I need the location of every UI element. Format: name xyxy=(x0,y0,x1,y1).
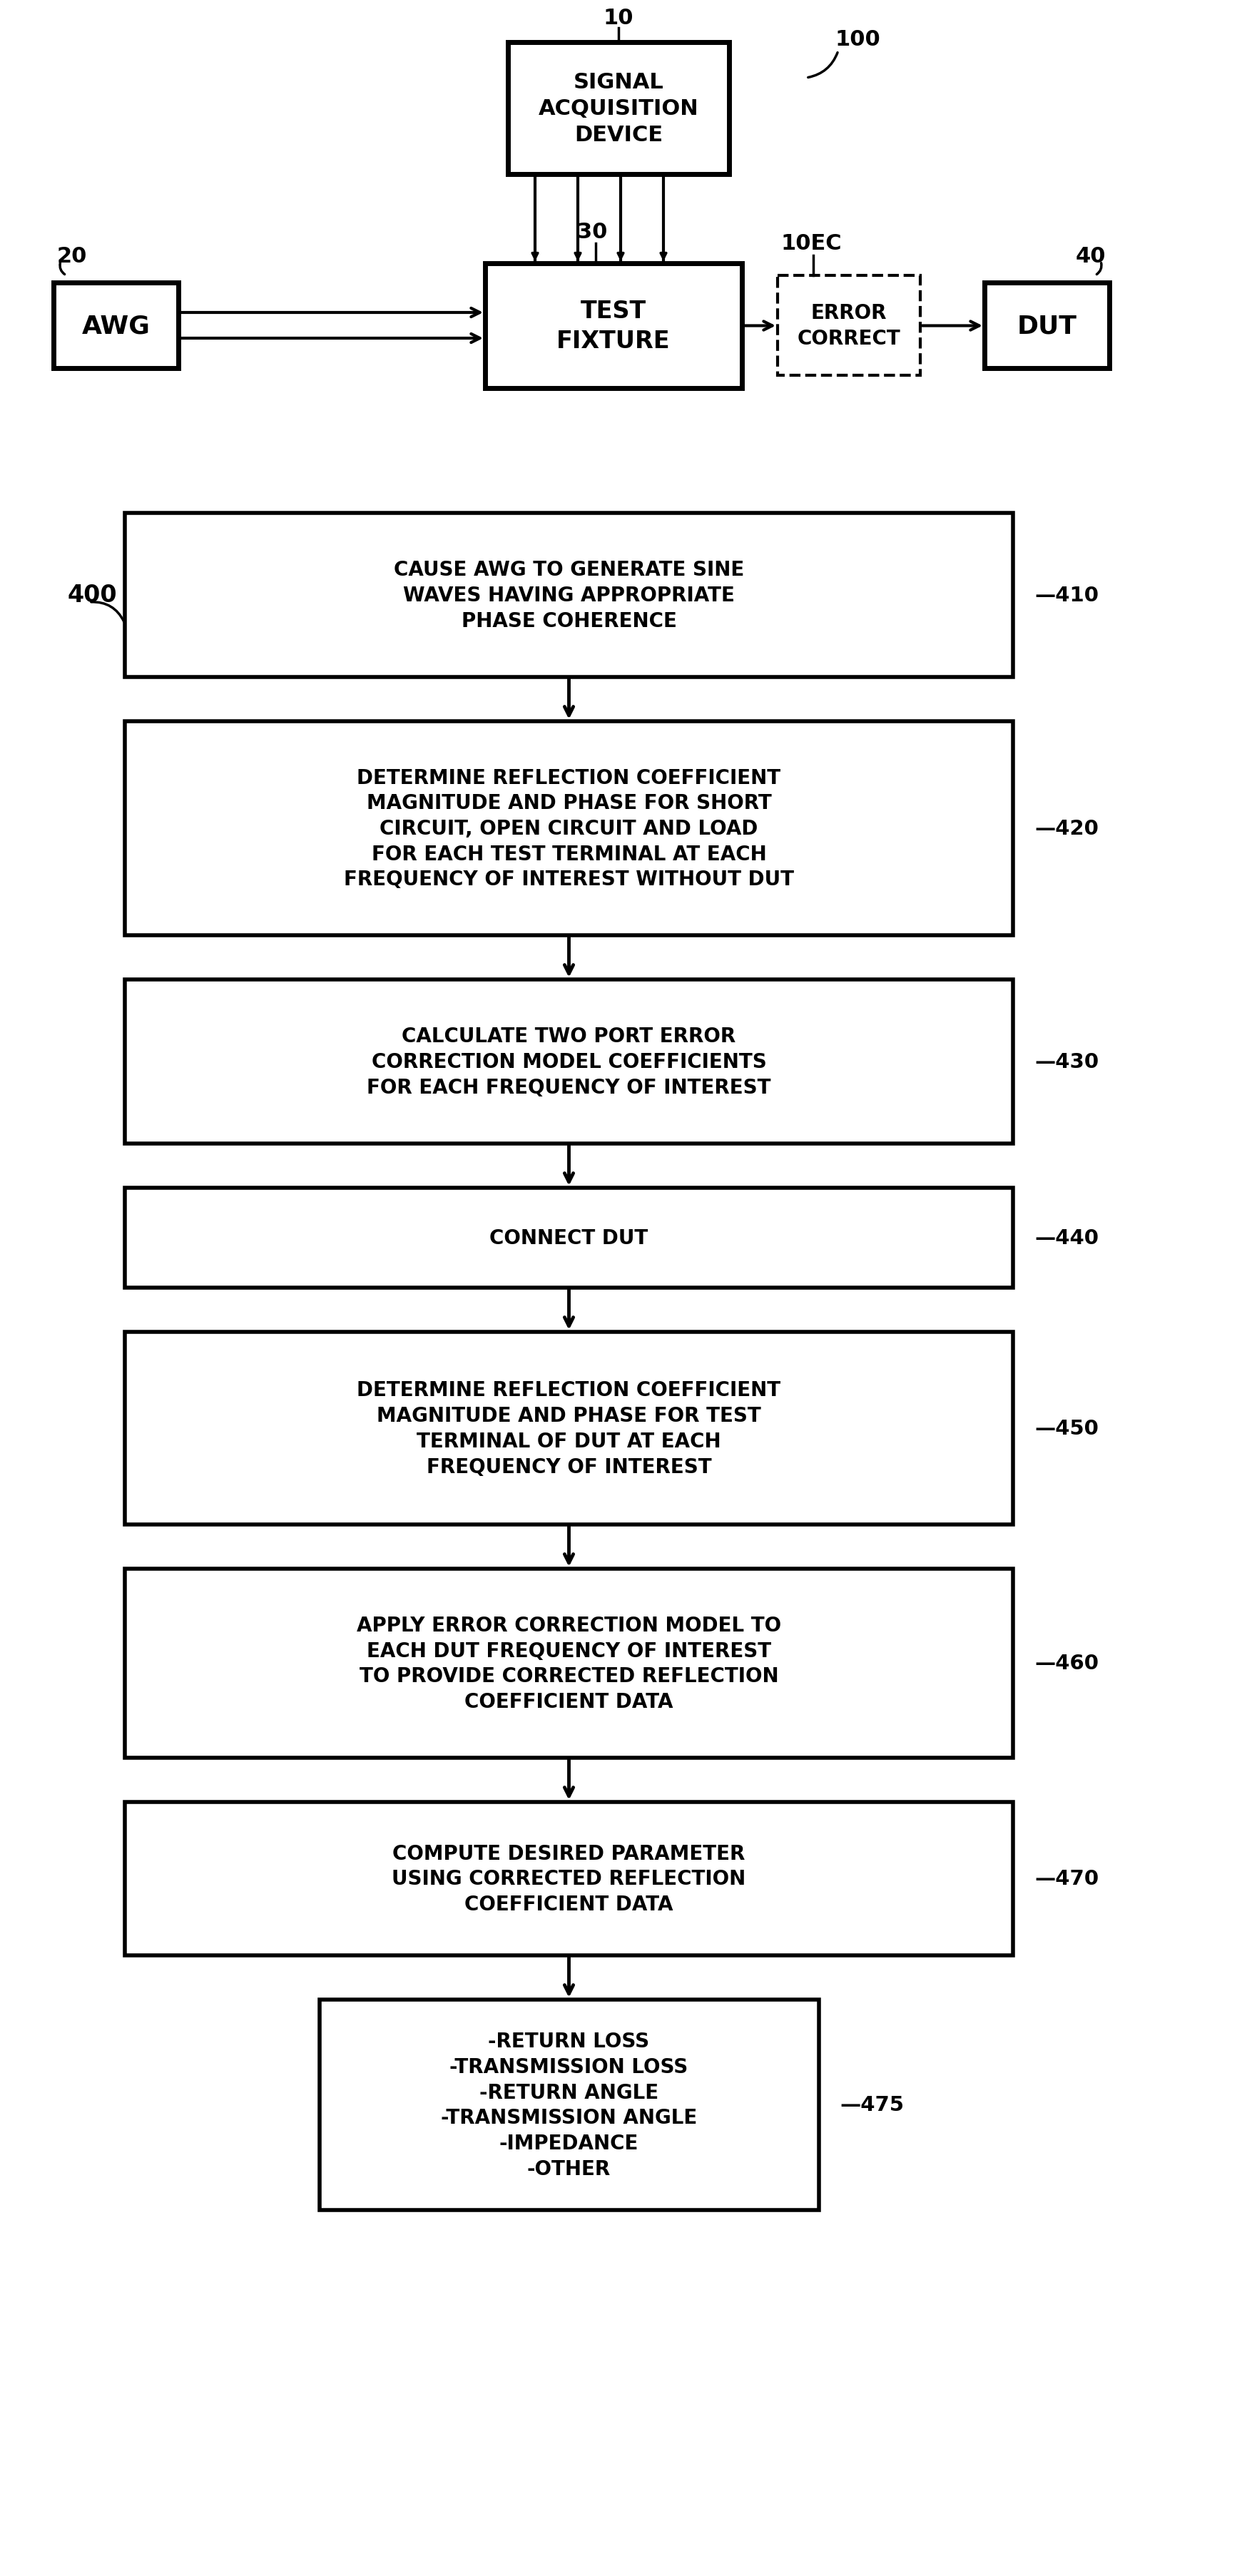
Bar xyxy=(125,721,1013,935)
Text: —460: —460 xyxy=(1034,1654,1098,1674)
Text: COMPUTE DESIRED PARAMETER
USING CORRECTED REFLECTION
COEFFICIENT DATA: COMPUTE DESIRED PARAMETER USING CORRECTE… xyxy=(392,1844,746,1914)
Text: —420: —420 xyxy=(1034,819,1098,840)
Bar xyxy=(125,1569,1013,1757)
Text: CALCULATE TWO PORT ERROR
CORRECTION MODEL COEFFICIENTS
FOR EACH FREQUENCY OF INT: CALCULATE TWO PORT ERROR CORRECTION MODE… xyxy=(367,1025,771,1097)
Text: CAUSE AWG TO GENERATE SINE
WAVES HAVING APPROPRIATE
PHASE COHERENCE: CAUSE AWG TO GENERATE SINE WAVES HAVING … xyxy=(393,559,745,631)
Text: DETERMINE REFLECTION COEFFICIENT
MAGNITUDE AND PHASE FOR SHORT
CIRCUIT, OPEN CIR: DETERMINE REFLECTION COEFFICIENT MAGNITU… xyxy=(344,768,794,889)
Text: 400: 400 xyxy=(68,585,118,608)
Text: —410: —410 xyxy=(1034,585,1098,605)
Text: CONNECT DUT: CONNECT DUT xyxy=(490,1229,648,1247)
Text: —430: —430 xyxy=(1034,1051,1098,1072)
Text: 10: 10 xyxy=(604,8,633,28)
Bar xyxy=(778,276,920,376)
Bar xyxy=(125,1803,1013,1955)
Text: -RETURN LOSS
-TRANSMISSION LOSS
-RETURN ANGLE
-TRANSMISSION ANGLE
-IMPEDANCE
-OT: -RETURN LOSS -TRANSMISSION LOSS -RETURN … xyxy=(440,2032,698,2179)
Text: DUT: DUT xyxy=(1017,314,1077,337)
Text: —450: —450 xyxy=(1034,1419,1098,1437)
Text: 30: 30 xyxy=(576,222,607,242)
Bar xyxy=(125,1332,1013,1525)
Bar xyxy=(485,263,742,389)
Text: DETERMINE REFLECTION COEFFICIENT
MAGNITUDE AND PHASE FOR TEST
TERMINAL OF DUT AT: DETERMINE REFLECTION COEFFICIENT MAGNITU… xyxy=(357,1381,781,1476)
Bar xyxy=(53,283,178,368)
Text: —440: —440 xyxy=(1034,1229,1098,1247)
Bar xyxy=(125,1188,1013,1288)
Text: ERROR
CORRECT: ERROR CORRECT xyxy=(798,304,901,348)
Text: SIGNAL
ACQUISITION
DEVICE: SIGNAL ACQUISITION DEVICE xyxy=(538,72,699,144)
Text: AWG: AWG xyxy=(82,314,150,337)
Text: APPLY ERROR CORRECTION MODEL TO
EACH DUT FREQUENCY OF INTEREST
TO PROVIDE CORREC: APPLY ERROR CORRECTION MODEL TO EACH DUT… xyxy=(356,1615,782,1710)
Text: 100: 100 xyxy=(835,28,881,49)
Text: 10EC: 10EC xyxy=(781,234,842,255)
Text: TEST
FIXTURE: TEST FIXTURE xyxy=(557,299,670,353)
Text: 20: 20 xyxy=(57,245,88,265)
Text: —475: —475 xyxy=(840,2094,904,2115)
Text: —470: —470 xyxy=(1034,1868,1098,1888)
Bar xyxy=(319,1999,819,2210)
Text: 40: 40 xyxy=(1075,245,1106,265)
Bar xyxy=(985,283,1110,368)
Bar xyxy=(125,979,1013,1144)
Bar xyxy=(125,513,1013,677)
Bar xyxy=(508,44,729,175)
